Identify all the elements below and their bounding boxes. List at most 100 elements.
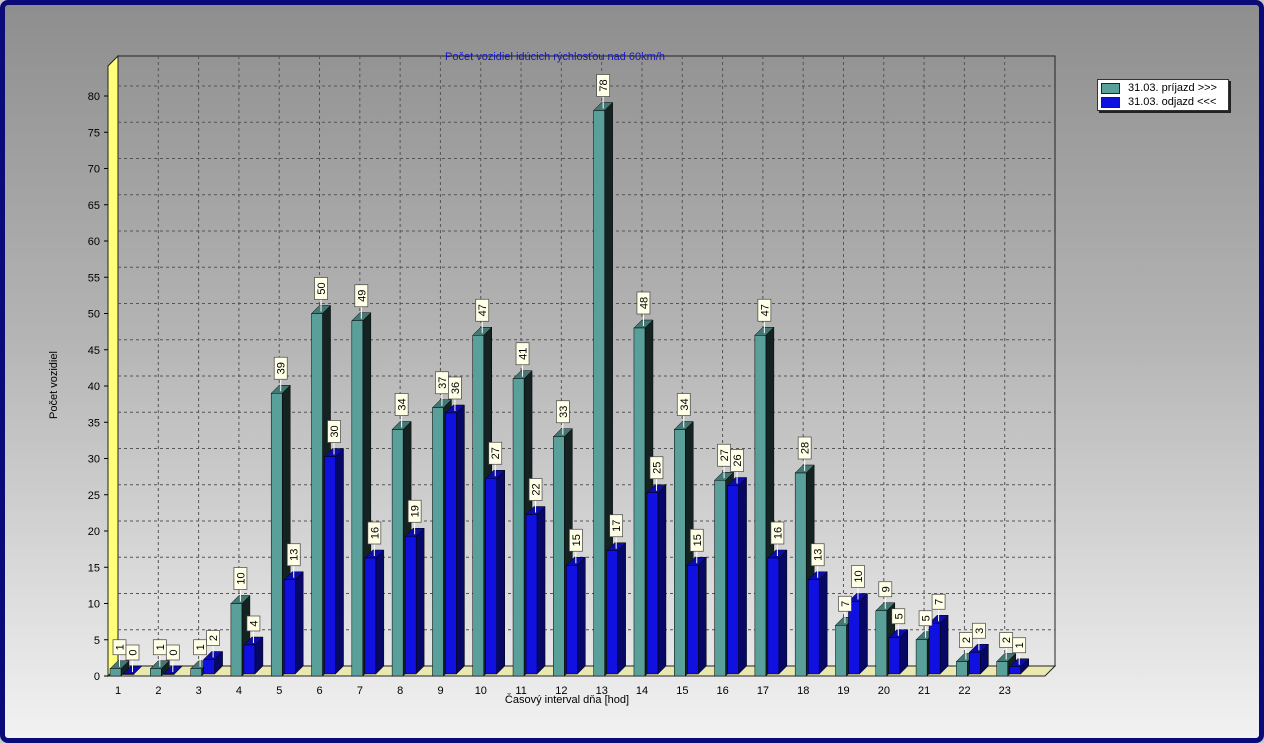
bar-front [996,661,1008,677]
data-label-box [891,608,906,625]
data-label-box [959,632,973,648]
x-tick-label: 17 [757,685,769,697]
data-label-box [972,622,986,639]
data-label: 1 [195,644,207,650]
data-label: 7 [934,599,946,605]
x-tick-label: 14 [636,685,648,697]
bar-front [109,668,122,677]
bar-front [888,637,901,675]
data-label: 33 [558,406,570,418]
y-axis-ticks: 0 5 10 15 20 25 30 35 40 45 50 55 60 65 70 75 80 [88,91,108,683]
back-wall [117,55,1056,667]
bar-front [150,668,162,677]
x-tick-label: 9 [437,685,443,697]
x-tick-label: 22 [958,685,970,697]
data-label-box [676,393,691,416]
x-tick-label: 12 [555,685,567,697]
data-label-box [165,644,180,661]
grid-lines [118,56,1055,666]
y-tick-label: 45 [88,345,100,357]
bar-front [687,565,699,675]
data-label: 4 [248,620,260,626]
y-tick-label: 10 [88,599,100,611]
bar-front [969,652,981,675]
data-label: 10 [853,570,865,582]
data-label-box [555,400,570,424]
legend-swatch-arrival [1101,82,1120,94]
bar-departure [525,505,546,675]
data-label-box [797,436,812,460]
bar-departure [726,476,748,675]
data-label-box [327,420,341,443]
data-label: 47 [477,304,489,316]
bar-front [485,478,497,675]
data-label: 10 [235,572,247,584]
x-tick-label: 23 [999,685,1011,697]
x-tick-label: 3 [196,685,202,697]
x-tick-label: 1 [115,685,121,697]
data-label-box [649,456,664,480]
bar-front [754,335,767,677]
bar-side [617,542,626,675]
data-label: 9 [880,586,892,592]
data-label: 1 [155,644,167,650]
bar-front [915,639,928,677]
data-label: 13 [289,549,301,561]
bar-side [415,527,425,675]
bar-departure [606,542,627,675]
side-wall [107,54,119,678]
legend-item-departure: 31.03. odjazd <<< [1101,95,1225,109]
x-tick-label: 7 [357,685,363,697]
data-label-box [475,298,490,322]
data-label: 2 [961,637,973,643]
x-axis-title: Časový interval dňa [hod] [505,693,629,706]
data-label-box [878,581,893,598]
bar-side [375,549,385,675]
legend-label-departure: 31.03. odjazd <<< [1128,96,1217,108]
data-label-box [367,521,382,545]
data-label: 22 [531,483,543,495]
data-label: 7 [840,601,852,607]
bar-front [566,565,578,675]
y-tick-label: 80 [88,91,100,103]
data-label: 15 [692,534,704,546]
bar-front [807,579,820,675]
bar-front [324,456,336,675]
bar-front [606,550,618,675]
bar-front [243,644,256,675]
y-tick-label: 55 [88,272,100,284]
data-label-box [568,528,583,552]
bar-front [270,393,283,677]
bar-side [577,556,586,675]
data-label: 3 [974,628,986,634]
data-label-box [314,277,328,300]
bar-front [163,673,175,675]
bars [109,101,1030,677]
bar-side [778,549,788,675]
data-label: 16 [369,527,381,539]
data-label-box [636,291,651,315]
bar-front [553,436,565,677]
data-label-box [730,449,744,472]
data-label: 15 [571,534,583,546]
bar-front [875,610,888,677]
x-tick-label: 15 [676,685,688,697]
data-label-box [596,74,611,97]
data-label: 5 [921,615,933,621]
y-tick-label: 75 [88,127,100,139]
data-label-box [838,595,852,612]
bar-front [593,110,605,677]
bar-front [311,313,323,677]
bar-departure [686,556,707,675]
data-label: 26 [732,454,744,466]
data-label-box [286,543,301,567]
bar-front [351,320,364,677]
data-label: 27 [719,449,731,461]
bar-front [432,407,444,677]
data-label: 30 [329,425,341,437]
x-tick-label: 20 [878,685,890,697]
bar-front [727,485,739,675]
bar-departure [444,404,466,675]
y-tick-label: 50 [88,309,100,321]
bar-front [956,661,968,677]
